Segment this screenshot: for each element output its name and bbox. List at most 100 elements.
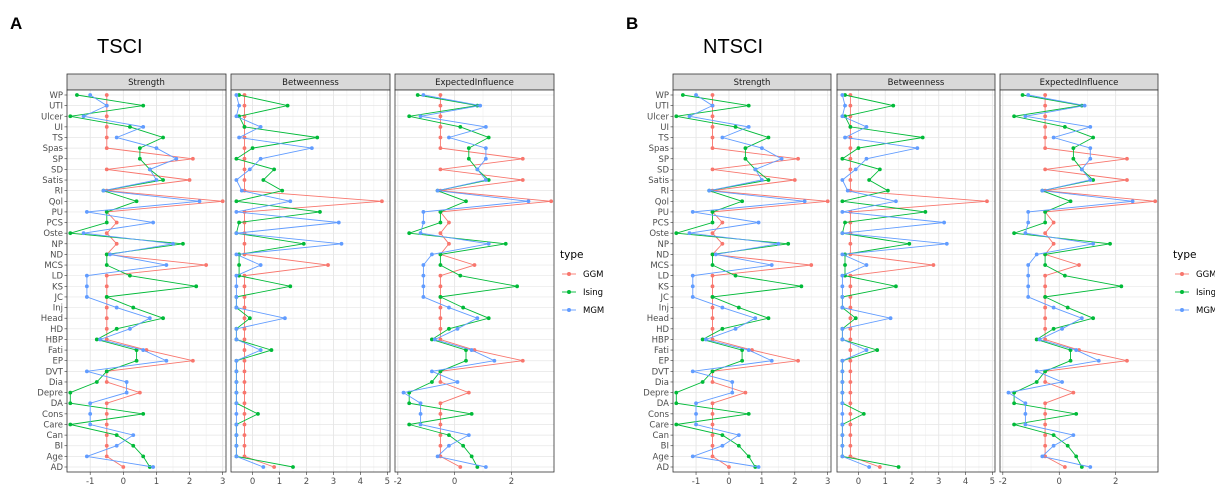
data-point-mgm xyxy=(853,167,858,172)
data-point-mgm xyxy=(759,178,764,182)
data-point-ising xyxy=(720,326,725,331)
data-point-mgm xyxy=(141,124,146,129)
facet-border xyxy=(66,89,227,473)
data-point-mgm xyxy=(1051,135,1056,140)
y-tick-label: WP xyxy=(49,91,63,101)
data-point-ggm xyxy=(472,263,477,267)
data-point-mgm xyxy=(81,231,86,236)
data-point-ising xyxy=(291,465,295,469)
x-tick-label: 0 xyxy=(250,477,255,487)
data-point-ising xyxy=(746,103,751,108)
data-point-ggm xyxy=(438,326,443,331)
data-point-ggm xyxy=(104,316,109,321)
data-point-mgm xyxy=(114,305,119,310)
data-point-mgm xyxy=(421,220,426,225)
y-tick-label: Cons xyxy=(42,410,64,420)
legend-item-ising: Ising xyxy=(562,288,603,298)
data-point-mgm xyxy=(840,369,845,374)
data-point-ising xyxy=(104,252,109,257)
data-point-ggm xyxy=(438,167,443,172)
data-point-ggm xyxy=(848,358,853,363)
y-tick-label: Head xyxy=(41,314,63,324)
data-point-mgm xyxy=(840,390,845,395)
data-point-mgm xyxy=(713,252,718,257)
data-point-mgm xyxy=(421,284,426,289)
legend-label: GGM xyxy=(583,270,604,280)
data-point-mgm xyxy=(154,178,159,182)
data-point-ggm xyxy=(104,443,109,448)
data-point-ising xyxy=(161,316,165,321)
data-point-ising xyxy=(720,433,725,438)
data-point-mgm xyxy=(309,146,314,151)
data-point-ising xyxy=(875,348,880,352)
data-point-mgm xyxy=(432,337,437,342)
data-point-mgm xyxy=(401,390,406,395)
data-point-ggm xyxy=(848,103,853,108)
data-point-mgm xyxy=(840,401,845,406)
data-point-ggm xyxy=(809,263,814,267)
data-point-ggm xyxy=(1043,422,1048,427)
x-tick-label: 1 xyxy=(759,477,764,487)
data-point-ising xyxy=(1043,263,1048,267)
data-point-ggm xyxy=(1077,263,1081,267)
data-point-ggm xyxy=(848,295,853,299)
x-tick-label: 0 xyxy=(452,477,457,487)
data-point-mgm xyxy=(1023,422,1028,427)
data-point-ggm xyxy=(848,401,853,406)
data-point-ggm xyxy=(137,390,142,395)
data-point-ggm xyxy=(1125,156,1129,161)
data-point-mgm xyxy=(840,326,845,331)
x-tick-label: 0 xyxy=(726,477,731,487)
data-point-ggm xyxy=(242,369,247,374)
data-point-ising xyxy=(486,135,491,140)
data-point-ising xyxy=(68,401,73,406)
y-tick-label: JC xyxy=(54,293,64,303)
data-point-ising xyxy=(234,199,239,204)
data-point-mgm xyxy=(421,263,426,267)
data-point-mgm xyxy=(418,411,423,416)
data-point-ggm xyxy=(848,422,853,427)
data-point-ggm xyxy=(242,422,247,427)
y-tick-label: UTI xyxy=(655,102,669,112)
data-point-mgm xyxy=(234,443,239,448)
data-point-mgm xyxy=(864,156,869,161)
data-point-ising xyxy=(285,103,290,108)
data-point-ggm xyxy=(438,380,443,384)
data-point-ising xyxy=(896,465,901,469)
data-point-ggm xyxy=(190,156,195,161)
data-point-mgm xyxy=(1060,380,1064,384)
data-point-ggm xyxy=(720,241,725,246)
data-point-ising xyxy=(141,103,146,108)
data-point-mgm xyxy=(1026,284,1031,289)
data-point-mgm xyxy=(736,433,741,438)
y-tick-label: NP xyxy=(52,240,63,250)
data-point-ggm xyxy=(187,178,192,182)
facet-strip-label: Betweenness xyxy=(282,78,339,88)
data-point-mgm xyxy=(753,167,758,172)
data-point-ising xyxy=(840,199,845,204)
data-point-mgm xyxy=(421,273,426,278)
data-point-ggm xyxy=(104,135,109,140)
y-tick-label: ND xyxy=(50,250,63,260)
data-point-mgm xyxy=(526,199,531,204)
data-point-ggm xyxy=(520,178,525,182)
data-point-ising xyxy=(438,263,443,267)
data-point-mgm xyxy=(1023,401,1028,406)
y-tick-label: Fati xyxy=(48,346,63,356)
data-point-ggm xyxy=(796,358,800,363)
data-point-mgm xyxy=(421,93,426,97)
data-point-ggm xyxy=(438,433,443,438)
data-point-mgm xyxy=(84,369,89,374)
data-point-ggm xyxy=(438,316,443,321)
data-point-ggm xyxy=(104,114,109,119)
data-point-ising xyxy=(1020,93,1025,97)
data-point-mgm xyxy=(1082,103,1087,108)
data-point-ising xyxy=(104,210,109,214)
data-point-ggm xyxy=(104,326,109,331)
data-point-ggm xyxy=(1043,316,1048,321)
data-point-mgm xyxy=(730,380,735,384)
x-tick-label: 5 xyxy=(990,477,995,487)
data-point-ising xyxy=(700,380,705,384)
facet-strength: Strength -1 0 1 2 3 xyxy=(66,73,227,487)
